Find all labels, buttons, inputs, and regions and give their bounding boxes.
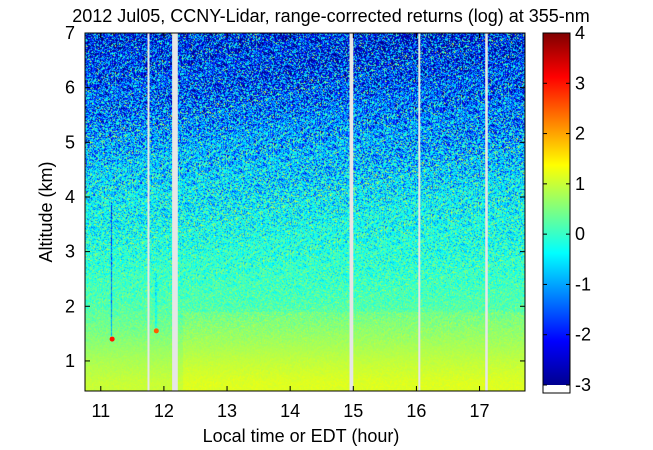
y-axis: 1 2 3 4 5 6 7: [65, 23, 525, 371]
plot-frame: [84, 32, 526, 392]
plot-area: [84, 32, 526, 392]
colorbar-tick-label: 0: [575, 224, 585, 244]
chart-title: 2012 Jul05, CCNY-Lidar, range-corrected …: [72, 6, 590, 26]
y-tick-label: 1: [65, 351, 75, 371]
colorbar-tick-label: 1: [575, 174, 585, 194]
y-axis-label: Altitude (km): [36, 161, 56, 262]
cloud-features: [109, 328, 159, 342]
y-tick-label: 7: [65, 23, 75, 43]
y-tick-label: 5: [65, 132, 75, 152]
x-tick-label: 14: [280, 401, 300, 421]
colorbar-tick-label: 4: [575, 23, 585, 43]
x-axis: 11 12 13 14 15 16 17: [91, 33, 490, 421]
colorbar-frame: [542, 32, 571, 394]
x-tick-label: 13: [217, 401, 237, 421]
x-tick-label: 16: [406, 401, 426, 421]
colorbar-tick-label: -2: [575, 325, 591, 345]
colorbar-tick-label: 3: [575, 73, 585, 93]
cloud-feature-mark: [153, 328, 159, 334]
x-tick-label: 11: [91, 401, 110, 421]
data-gap: [147, 33, 150, 391]
heatmap-image: [85, 33, 525, 391]
data-gap: [172, 33, 178, 391]
colorbar-tick-label: -3: [575, 375, 591, 395]
x-axis-label: Local time or EDT (hour): [203, 426, 400, 446]
y-tick-label: 6: [65, 78, 75, 98]
data-gap: [418, 33, 421, 391]
y-tick-label: 2: [65, 296, 75, 316]
colorbar: -3 -2 -1 0 1 2 3 4: [542, 23, 591, 395]
x-tick-label: 15: [343, 401, 363, 421]
data-gap: [349, 33, 354, 391]
colorbar-ticks: -3 -2 -1 0 1 2 3 4: [543, 23, 591, 395]
y-tick-label: 3: [65, 242, 75, 262]
colorbar-tick-label: -1: [575, 274, 591, 294]
data-gaps: [147, 33, 488, 391]
data-gap: [485, 33, 488, 391]
x-tick-label: 17: [470, 401, 490, 421]
y-tick-label: 4: [65, 187, 75, 207]
x-tick-label: 12: [154, 401, 174, 421]
colorbar-nodata: [543, 385, 570, 393]
colorbar-gradient: [543, 33, 570, 385]
cloud-feature-mark: [109, 336, 115, 342]
colorbar-tick-label: 2: [575, 124, 585, 144]
